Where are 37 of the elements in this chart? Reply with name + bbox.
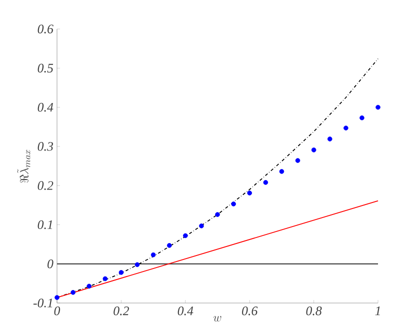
- point: [86, 284, 92, 289]
- x-axis-title: $w$: [213, 316, 222, 322]
- point: [247, 190, 252, 196]
- point: [102, 276, 108, 282]
- point: [215, 212, 220, 217]
- point: [231, 202, 236, 206]
- point: [150, 252, 156, 258]
- x-tick-label: 0.4: [178, 306, 194, 316]
- y-tick-label: 0.5: [38, 64, 54, 73]
- point: [295, 158, 300, 163]
- y-tick-label: 0.3: [38, 142, 54, 151]
- point: [166, 243, 172, 248]
- x-tick-label: 1: [375, 306, 380, 316]
- point: [344, 126, 348, 130]
- x-tick-label: 0.6: [242, 306, 258, 316]
- y-axis-title: $\Re\tilde{\lambda}_{max}$: [17, 150, 30, 183]
- x-tick-label: 0.2: [114, 306, 130, 316]
- y-tick-label: 0.4: [38, 102, 54, 112]
- point: [183, 233, 188, 238]
- y-tick-label: 0.6: [38, 24, 54, 34]
- x-tick-label: 0: [54, 306, 60, 316]
- point: [311, 148, 316, 152]
- point: [134, 262, 140, 268]
- point: [54, 295, 60, 300]
- point: [327, 136, 332, 142]
- point: [360, 115, 364, 120]
- point: [118, 270, 124, 275]
- point: [70, 290, 76, 295]
- point: [376, 104, 380, 110]
- y-tick-label: -0.1: [33, 298, 52, 308]
- point: [263, 180, 268, 185]
- y-tick-label: 0.2: [38, 181, 54, 190]
- y-tick-label: 0.1: [38, 220, 52, 230]
- y-tick-label: 0: [48, 259, 54, 268]
- point: [199, 223, 204, 228]
- point: [279, 169, 284, 174]
- x-tick-label: 0.8: [306, 306, 322, 316]
